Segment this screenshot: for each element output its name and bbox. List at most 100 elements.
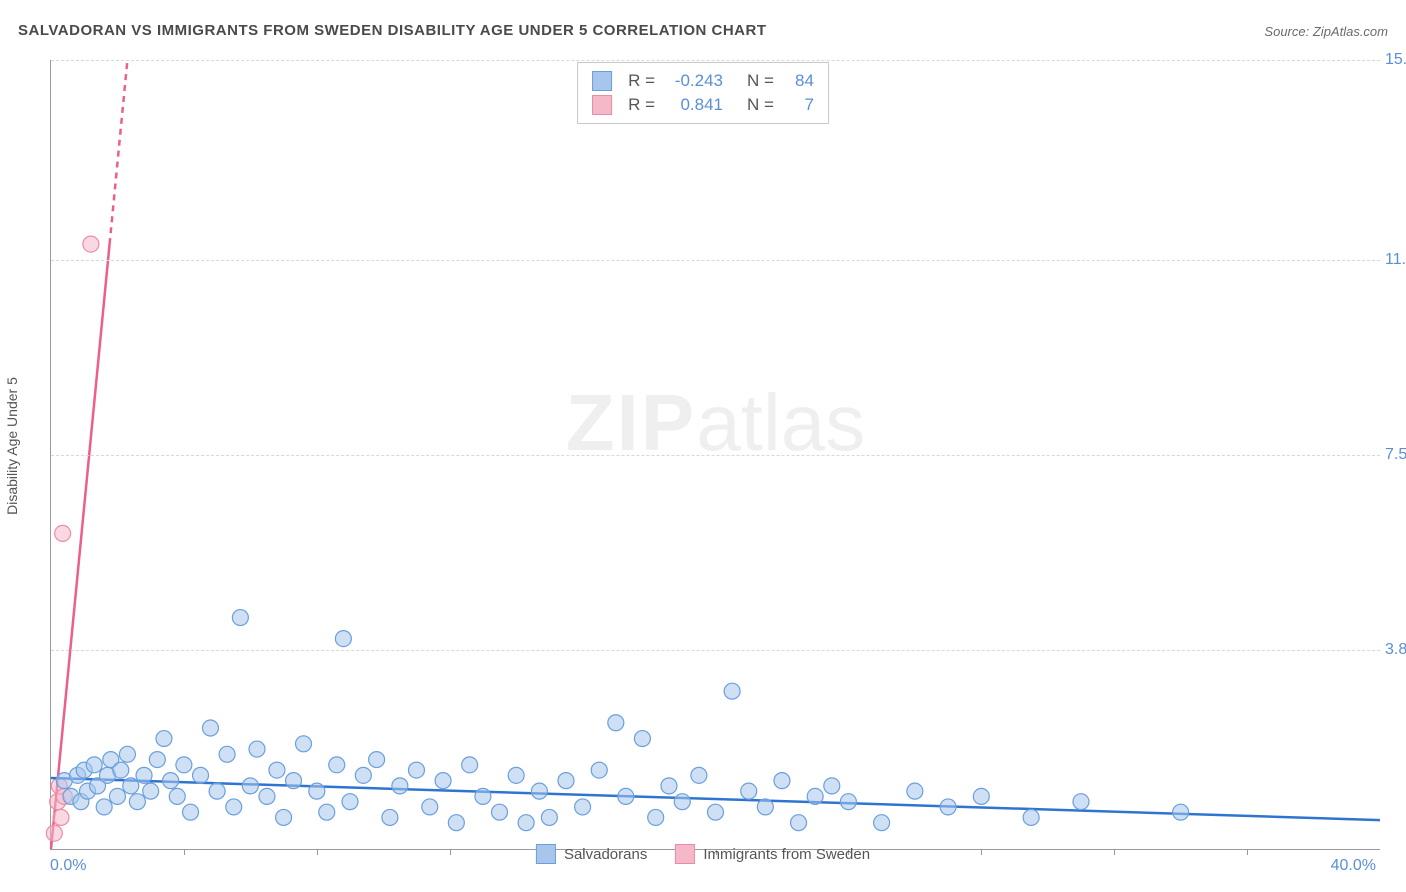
correlation-legend: R = -0.243 N = 84R = 0.841 N = 7 (577, 62, 829, 124)
data-point (226, 799, 242, 815)
legend-n-label: N = (747, 69, 774, 93)
data-point (53, 809, 69, 825)
legend-n-value: 7 (784, 93, 814, 117)
data-point (183, 804, 199, 820)
data-point (575, 799, 591, 815)
legend-swatch (592, 95, 612, 115)
data-point (757, 799, 773, 815)
legend-row: R = -0.243 N = 84 (592, 69, 814, 93)
data-point (422, 799, 438, 815)
data-point (691, 767, 707, 783)
data-point (661, 778, 677, 794)
y-tick-label: 15.0% (1385, 51, 1406, 69)
data-point (123, 778, 139, 794)
data-point (973, 788, 989, 804)
data-point (342, 794, 358, 810)
y-tick-label: 11.2% (1385, 251, 1406, 269)
data-point (435, 773, 451, 789)
y-tick-label: 7.5% (1385, 446, 1406, 464)
data-point (113, 762, 129, 778)
legend-label: Salvadorans (564, 846, 647, 863)
data-point (1173, 804, 1189, 820)
data-point (46, 825, 62, 841)
data-point (648, 809, 664, 825)
data-point (475, 788, 491, 804)
data-point (136, 767, 152, 783)
data-point (1073, 794, 1089, 810)
data-point (369, 752, 385, 768)
source-value: ZipAtlas.com (1313, 24, 1388, 39)
series-legend: Salvadorans Immigrants from Sweden (536, 844, 870, 864)
gridline (51, 650, 1380, 651)
data-point (169, 788, 185, 804)
gridline (51, 260, 1380, 261)
data-point (824, 778, 840, 794)
data-point (724, 683, 740, 699)
data-point (202, 720, 218, 736)
data-point (774, 773, 790, 789)
chart-title: SALVADORAN VS IMMIGRANTS FROM SWEDEN DIS… (18, 22, 767, 39)
data-point (296, 736, 312, 752)
data-point (193, 767, 209, 783)
data-point (309, 783, 325, 799)
data-point (119, 746, 135, 762)
data-point (259, 788, 275, 804)
x-axis-max-label: 40.0% (1331, 857, 1376, 875)
data-point (791, 815, 807, 831)
data-point (541, 809, 557, 825)
legend-label: Immigrants from Sweden (703, 846, 870, 863)
legend-swatch (675, 844, 695, 864)
data-point (335, 631, 351, 647)
legend-item: Immigrants from Sweden (675, 844, 870, 864)
data-point (531, 783, 547, 799)
legend-swatch (592, 71, 612, 91)
data-point (392, 778, 408, 794)
legend-row: R =0.841N =7 (592, 93, 814, 117)
legend-swatch (536, 844, 556, 864)
data-point (129, 794, 145, 810)
data-point (492, 804, 508, 820)
legend-r-value: 0.841 (665, 93, 723, 117)
source-attribution: Source: ZipAtlas.com (1264, 24, 1388, 39)
data-point (276, 809, 292, 825)
data-point (448, 815, 464, 831)
data-point (674, 794, 690, 810)
legend-r-label: R = (628, 93, 655, 117)
data-point (143, 783, 159, 799)
x-tick (450, 849, 451, 855)
data-point (634, 731, 650, 747)
data-point (1023, 809, 1039, 825)
legend-n-value: 84 (784, 69, 814, 93)
legend-item: Salvadorans (536, 844, 647, 864)
data-point (176, 757, 192, 773)
data-point (382, 809, 398, 825)
data-point (286, 773, 302, 789)
data-point (319, 804, 335, 820)
plot-area: ZIPatlas 3.8%7.5%11.2%15.0% (50, 60, 1380, 850)
data-point (355, 767, 371, 783)
data-point (408, 762, 424, 778)
data-point (96, 799, 112, 815)
legend-r-label: R = (628, 69, 655, 93)
x-axis-min-label: 0.0% (50, 857, 86, 875)
data-point (807, 788, 823, 804)
data-point (840, 794, 856, 810)
y-tick-label: 3.8% (1385, 641, 1406, 659)
data-point (249, 741, 265, 757)
data-point (149, 752, 165, 768)
data-point (558, 773, 574, 789)
x-tick (317, 849, 318, 855)
data-point (874, 815, 890, 831)
data-point (462, 757, 478, 773)
data-point (508, 767, 524, 783)
data-point (232, 610, 248, 626)
x-tick (981, 849, 982, 855)
data-point (741, 783, 757, 799)
data-point (209, 783, 225, 799)
data-point (219, 746, 235, 762)
data-point (608, 715, 624, 731)
data-point (518, 815, 534, 831)
legend-r-value: -0.243 (665, 69, 723, 93)
data-point (907, 783, 923, 799)
source-label: Source: (1264, 24, 1309, 39)
